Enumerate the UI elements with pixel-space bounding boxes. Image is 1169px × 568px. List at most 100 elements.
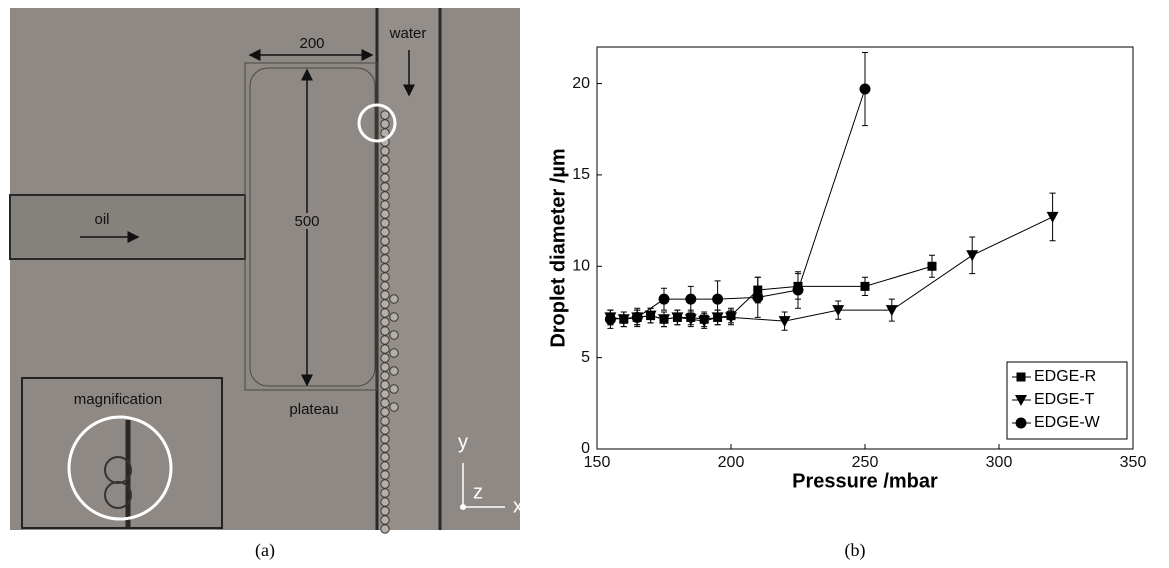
droplet [380,443,390,453]
droplet [389,294,399,304]
droplet [389,330,399,340]
droplet [380,479,390,489]
droplet [380,155,390,165]
marker [658,293,670,305]
marker [1015,395,1027,406]
droplet [380,218,390,228]
droplet [380,470,390,480]
axis-y-label: y [458,431,468,453]
droplet [389,348,399,358]
droplet [380,110,390,120]
droplet [380,290,390,300]
marker [966,250,979,262]
droplet [380,209,390,219]
marker [725,312,737,324]
droplet [380,389,390,399]
y-tick-label: 20 [572,75,590,92]
droplet [389,366,399,376]
droplet [380,515,390,525]
droplet [380,254,390,264]
marker [698,316,711,328]
droplet [380,506,390,516]
marker [885,305,898,317]
marker [1015,417,1027,429]
marker [684,314,697,326]
droplet [380,497,390,507]
droplet [380,380,390,390]
droplet [380,524,390,534]
oil-channel [9,194,246,260]
axis-z-label: z [473,481,483,503]
marker [658,314,670,326]
marker [859,83,871,95]
droplet [380,371,390,381]
inset-circle [67,415,173,521]
inset [21,377,223,529]
marker [778,316,791,328]
droplet [389,384,399,394]
plateau [244,62,378,391]
axis-z [460,504,466,510]
marker [712,293,724,305]
x-tick-label: 200 [718,454,745,471]
marker [927,261,937,271]
water-label: water [389,25,427,42]
droplet [380,488,390,498]
marker [671,312,684,324]
droplet [380,200,390,210]
droplet [380,236,390,246]
droplet [380,425,390,435]
series-line [610,88,866,320]
y-tick-label: 5 [581,349,590,366]
height-label: 500 [294,213,319,230]
droplet [380,416,390,426]
droplet [380,146,390,156]
droplet [380,317,390,327]
y-tick-label: 15 [572,166,590,183]
axis-x-label: x [513,495,523,517]
x-tick-label: 150 [584,454,611,471]
droplet [380,263,390,273]
y-tick-label: 0 [581,440,590,457]
droplet [380,461,390,471]
caption: (b) [845,540,866,561]
droplet [380,128,390,138]
highlight-circle [357,103,397,143]
legend-label: EDGE-T [1034,391,1095,408]
droplet [380,353,390,363]
legend-label: EDGE-R [1034,368,1096,385]
series-line [610,216,1053,322]
marker [832,305,845,317]
legend-label: EDGE-W [1034,414,1101,431]
inset-droplet [104,481,132,509]
x-tick-label: 300 [986,454,1013,471]
marker [1046,211,1059,223]
droplet [380,407,390,417]
marker [1016,372,1026,382]
droplet [380,326,390,336]
droplet [380,119,390,129]
series-line [610,265,933,320]
marker [617,314,630,326]
droplets [380,110,399,534]
micrograph: 200 water oil 500 plateau magnification … [9,8,523,534]
droplet [380,362,390,372]
droplet [380,452,390,462]
droplet [389,312,399,322]
droplet [380,344,390,354]
x-tick-label: 250 [852,454,879,471]
droplet [380,182,390,192]
plateau-label: plateau [289,401,338,418]
y-axis-label: Droplet diameter /µm [547,148,569,347]
droplet [380,272,390,282]
marker [752,291,764,303]
droplet [380,335,390,345]
droplet [380,245,390,255]
droplet [380,398,390,408]
droplet [380,308,390,318]
oil-label: oil [94,211,109,228]
x-tick-label: 350 [1120,454,1147,471]
marker [860,281,870,291]
